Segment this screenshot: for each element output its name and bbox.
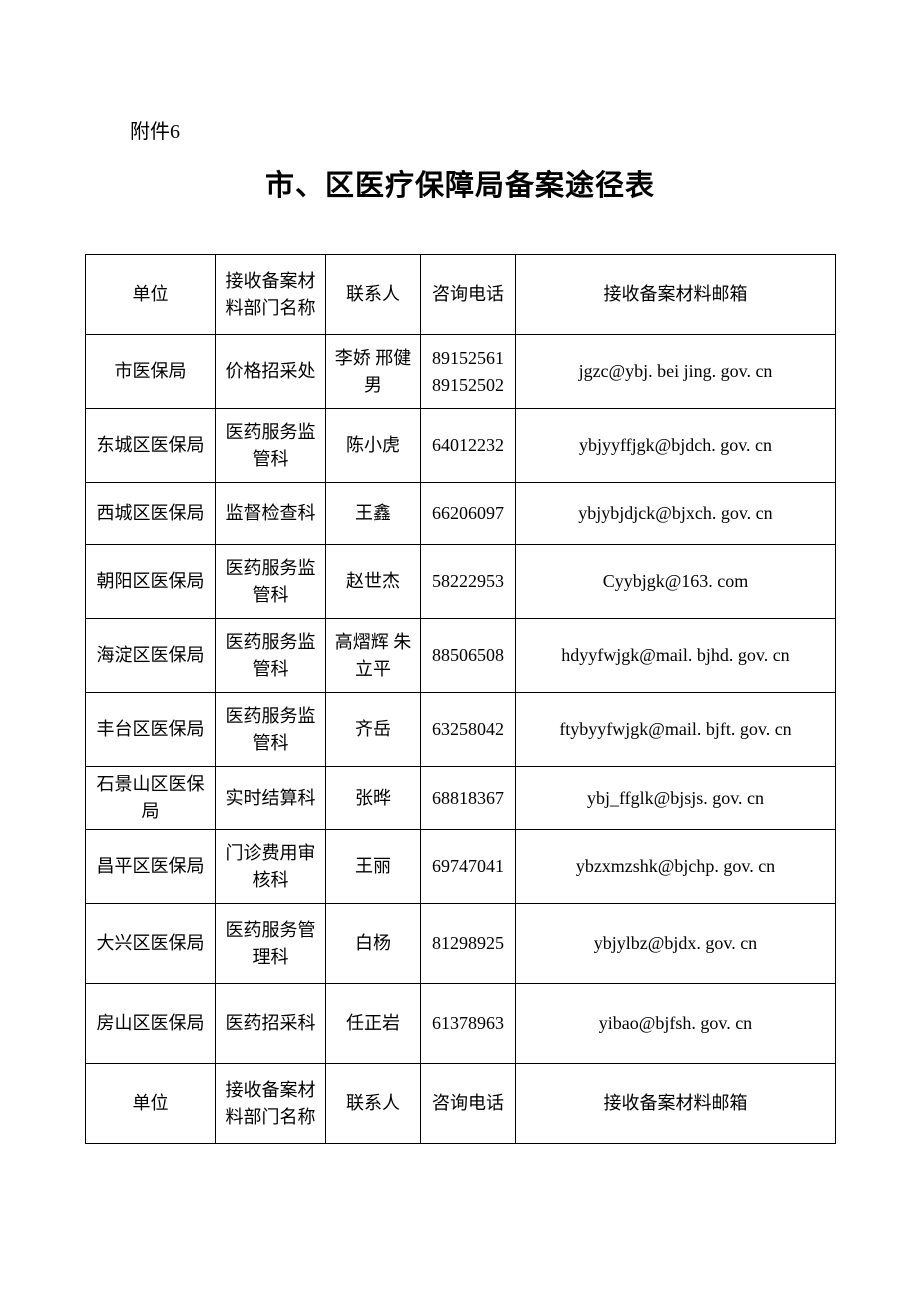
cell-unit: 大兴区医保局 [86,904,216,984]
table-header-row: 单位 接收备案材料部门名称 联系人 咨询电话 接收备案材料邮箱 [86,255,836,335]
cell-email: ybj_ffglk@bjsjs. gov. cn [516,767,836,830]
cell-phone: 88506508 [421,619,516,693]
table-row: 东城区医保局 医药服务监管科 陈小虎 64012232 ybjyyffjgk@b… [86,409,836,483]
cell-phone: 58222953 [421,545,516,619]
cell-email: yibao@bjfsh. gov. cn [516,984,836,1064]
cell-dept: 门诊费用审核科 [216,830,326,904]
cell-unit: 西城区医保局 [86,483,216,545]
cell-phone: 89152561 89152502 [421,335,516,409]
cell-contact: 李娇 邢健男 [326,335,421,409]
table-row: 市医保局 价格招采处 李娇 邢健男 89152561 89152502 jgzc… [86,335,836,409]
table-row: 房山区医保局 医药招采科 任正岩 61378963 yibao@bjfsh. g… [86,984,836,1064]
cell-unit: 房山区医保局 [86,984,216,1064]
cell-dept: 实时结算科 [216,767,326,830]
cell-contact: 陈小虎 [326,409,421,483]
footer-unit: 单位 [86,1064,216,1144]
table-row: 朝阳区医保局 医药服务监管科 赵世杰 58222953 Cyybjgk@163.… [86,545,836,619]
page-title: 市、区医疗保障局备案途径表 [85,162,835,204]
header-email: 接收备案材料邮箱 [516,255,836,335]
cell-phone: 81298925 [421,904,516,984]
cell-dept: 医药服务监管科 [216,409,326,483]
header-dept: 接收备案材料部门名称 [216,255,326,335]
cell-phone: 68818367 [421,767,516,830]
cell-phone: 61378963 [421,984,516,1064]
cell-email: ybjyyffjgk@bjdch. gov. cn [516,409,836,483]
table-row: 大兴区医保局 医药服务管理科 白杨 81298925 ybjylbz@bjdx.… [86,904,836,984]
table-footer-row: 单位 接收备案材料部门名称 联系人 咨询电话 接收备案材料邮箱 [86,1064,836,1144]
cell-email: ybjylbz@bjdx. gov. cn [516,904,836,984]
cell-unit: 石景山区医保局 [86,767,216,830]
cell-dept: 价格招采处 [216,335,326,409]
cell-unit: 丰台区医保局 [86,693,216,767]
cell-unit: 昌平区医保局 [86,830,216,904]
cell-email: ybzxmzshk@bjchp. gov. cn [516,830,836,904]
filing-table: 单位 接收备案材料部门名称 联系人 咨询电话 接收备案材料邮箱 市医保局 价格招… [85,254,836,1144]
cell-contact: 高熠辉 朱立平 [326,619,421,693]
header-contact: 联系人 [326,255,421,335]
table-row: 海淀区医保局 医药服务监管科 高熠辉 朱立平 88506508 hdyyfwjg… [86,619,836,693]
cell-dept: 医药服务管理科 [216,904,326,984]
cell-phone: 66206097 [421,483,516,545]
cell-phone: 63258042 [421,693,516,767]
cell-unit: 朝阳区医保局 [86,545,216,619]
cell-email: hdyyfwjgk@mail. bjhd. gov. cn [516,619,836,693]
cell-dept: 医药服务监管科 [216,545,326,619]
cell-dept: 医药服务监管科 [216,619,326,693]
table-row: 石景山区医保局 实时结算科 张晔 68818367 ybj_ffglk@bjsj… [86,767,836,830]
table-row: 丰台区医保局 医药服务监管科 齐岳 63258042 ftybyyfwjgk@m… [86,693,836,767]
cell-dept: 医药招采科 [216,984,326,1064]
cell-contact: 王丽 [326,830,421,904]
cell-email: Cyybjgk@163. com [516,545,836,619]
cell-contact: 赵世杰 [326,545,421,619]
table-row: 西城区医保局 监督检查科 王鑫 66206097 ybjybjdjck@bjxc… [86,483,836,545]
cell-dept: 监督检查科 [216,483,326,545]
attachment-label: 附件6 [130,115,835,144]
header-unit: 单位 [86,255,216,335]
table-row: 昌平区医保局 门诊费用审核科 王丽 69747041 ybzxmzshk@bjc… [86,830,836,904]
cell-email: ybjybjdjck@bjxch. gov. cn [516,483,836,545]
cell-contact: 张晔 [326,767,421,830]
cell-email: jgzc@ybj. bei jing. gov. cn [516,335,836,409]
cell-phone: 69747041 [421,830,516,904]
cell-unit: 东城区医保局 [86,409,216,483]
cell-email: ftybyyfwjgk@mail. bjft. gov. cn [516,693,836,767]
cell-unit: 海淀区医保局 [86,619,216,693]
cell-dept: 医药服务监管科 [216,693,326,767]
cell-contact: 任正岩 [326,984,421,1064]
cell-contact: 王鑫 [326,483,421,545]
header-phone: 咨询电话 [421,255,516,335]
footer-contact: 联系人 [326,1064,421,1144]
footer-dept: 接收备案材料部门名称 [216,1064,326,1144]
cell-contact: 齐岳 [326,693,421,767]
footer-phone: 咨询电话 [421,1064,516,1144]
footer-email: 接收备案材料邮箱 [516,1064,836,1144]
cell-contact: 白杨 [326,904,421,984]
cell-unit: 市医保局 [86,335,216,409]
cell-phone: 64012232 [421,409,516,483]
